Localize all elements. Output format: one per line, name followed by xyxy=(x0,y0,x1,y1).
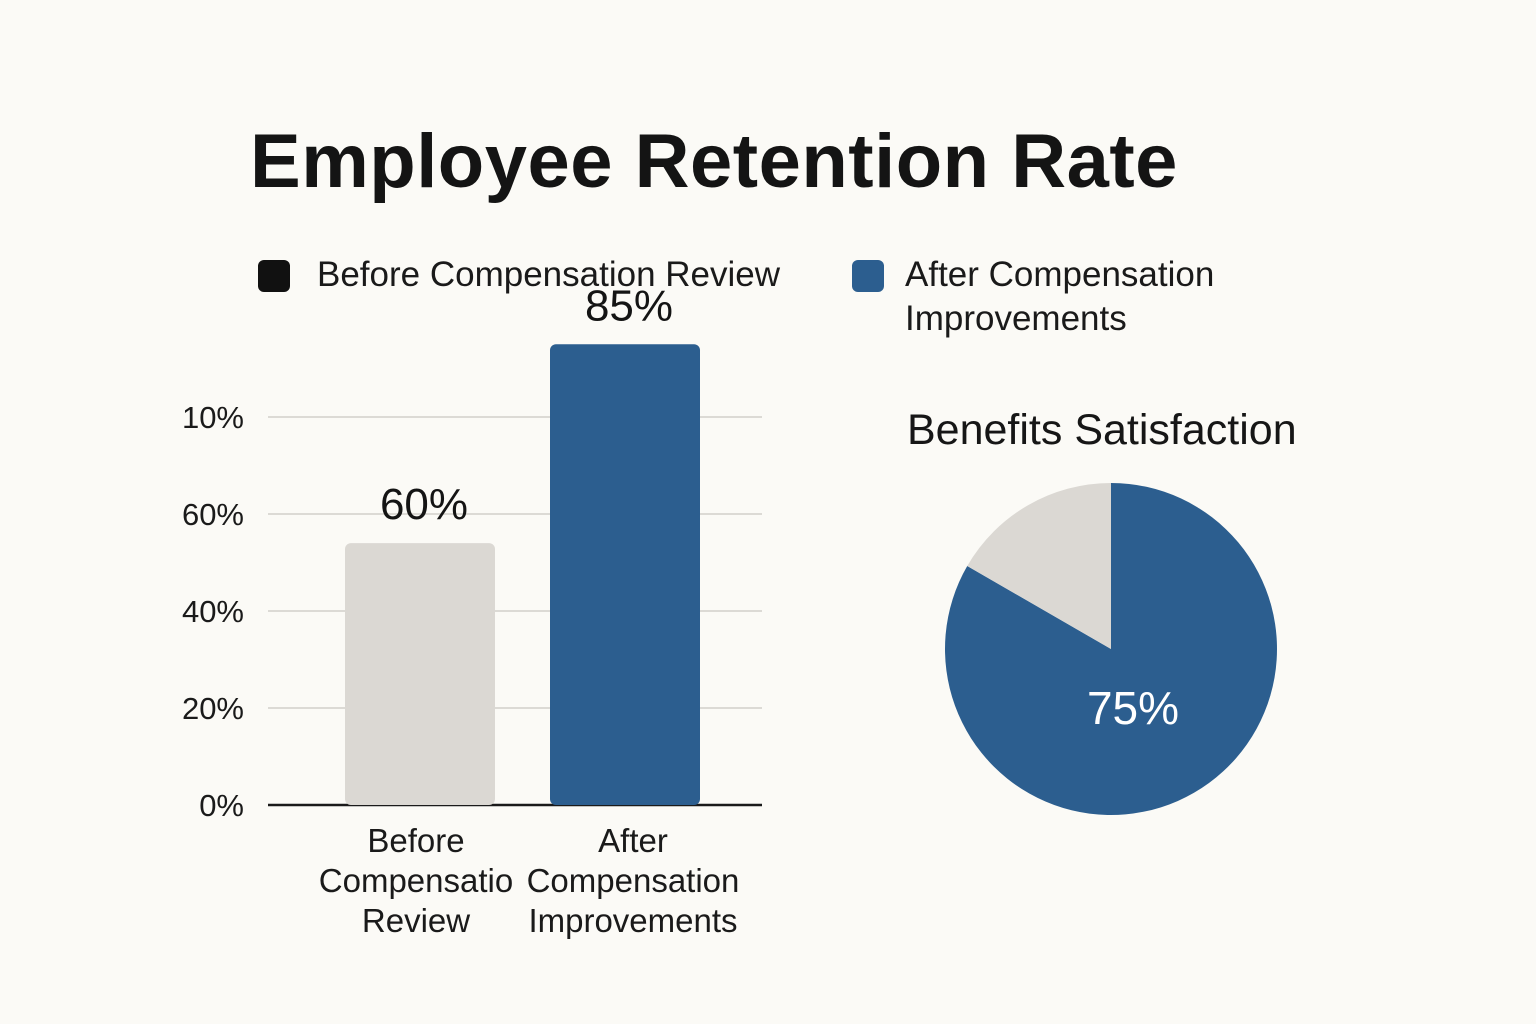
pie-chart-title: Benefits Satisfaction xyxy=(907,406,1297,454)
y-tick-label: 20% xyxy=(182,691,244,726)
bar-data-label: 85% xyxy=(585,281,673,330)
bar-data-label: 60% xyxy=(380,480,468,529)
x-category-label: Before xyxy=(367,822,464,859)
x-category-label: Compensatio xyxy=(319,862,513,899)
legend-swatch-before xyxy=(258,260,290,292)
x-category-label: Compensation xyxy=(527,862,740,899)
y-tick-label: 0% xyxy=(199,788,244,823)
y-tick-label: 10% xyxy=(182,400,244,435)
legend-label-before: Before Compensation Review xyxy=(317,255,781,294)
y-tick-label: 60% xyxy=(182,497,244,532)
x-category-label: After xyxy=(598,822,668,859)
y-tick-label: 40% xyxy=(182,594,244,629)
x-category-label: Review xyxy=(362,902,470,939)
legend-swatch-after xyxy=(852,260,884,292)
legend-label-after: After Compensation Improvements xyxy=(905,255,1215,338)
bar-0 xyxy=(345,543,495,805)
bar-1 xyxy=(550,344,700,805)
x-category-label: Improvements xyxy=(528,902,737,939)
chart-title: Employee Retention Rate xyxy=(250,119,1178,204)
